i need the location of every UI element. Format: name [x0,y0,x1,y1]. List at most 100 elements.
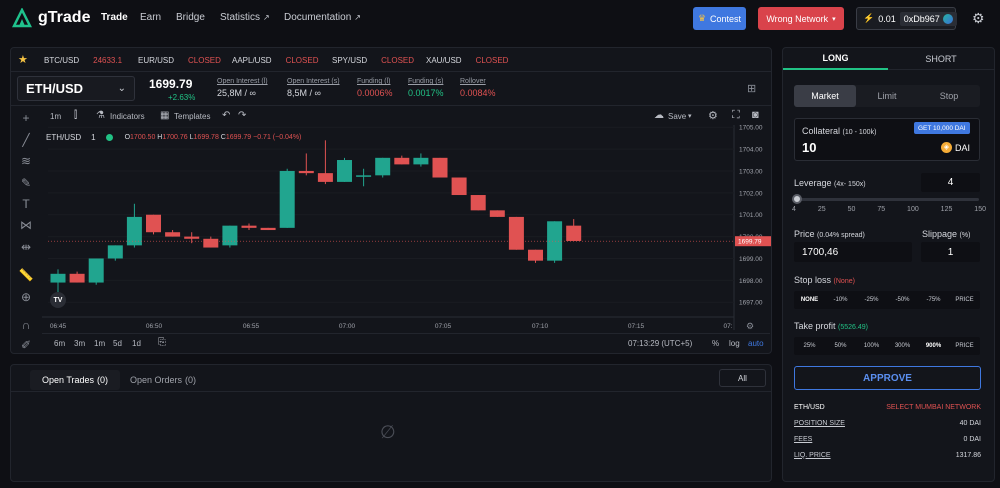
y-tick-label: 1703.00 [739,168,763,175]
tp-option-100[interactable]: 100% [863,343,880,349]
chart-legend: ETH/USD 1 O1700.50 H1700.76 L1699.78 C16… [46,133,301,142]
price-input[interactable]: 1700,46 [794,242,912,262]
trendline-icon[interactable]: ╱ [22,133,30,147]
range-1m[interactable]: 1m [94,339,106,348]
short-tab[interactable]: SHORT [888,48,994,70]
nav-earn[interactable]: Earn [140,12,161,23]
chevron-down-icon[interactable]: ▾ [688,113,692,120]
sl-option-10[interactable]: -10% [833,297,848,303]
slippage-input[interactable]: 1 [921,242,980,262]
get-dai-button[interactable]: GET 10,000 DAI [914,122,970,134]
favorite-star-icon[interactable]: ★ [18,54,28,66]
magnet-icon[interactable]: ∩ [21,318,31,332]
wallet-button[interactable]: ⚡ 0.01 0xDb967 [856,7,957,30]
long-tab[interactable]: LONG [783,48,888,70]
templates-icon[interactable]: ▦ [160,110,170,121]
candle-type-icon[interactable]: ⫿ [74,110,78,121]
tab-open-orders[interactable]: Open Orders (0) [130,375,196,385]
fib-icon[interactable]: ≋ [20,154,32,168]
order-type-stop[interactable]: Stop [918,85,980,107]
indicators-button[interactable]: Indicators [110,112,145,121]
stat-value: 0.0006% [357,88,393,98]
screenshot-icon[interactable]: ◙ [752,109,759,121]
legend-o: 1700.50 [130,134,156,141]
order-type-market[interactable]: Market [794,85,856,107]
slider-tick: 50 [847,206,856,213]
sl-option-75[interactable]: -75% [926,297,941,303]
order-type-limit[interactable]: Limit [856,85,918,107]
interval-button[interactable]: 1m [50,112,62,121]
measure-icon[interactable]: ⇹ [20,240,32,254]
tp-option-50[interactable]: 50% [834,343,847,349]
percent-toggle[interactable]: % [712,339,720,348]
log-toggle[interactable]: log [729,339,740,348]
chart-settings-icon[interactable]: ⚙ [708,110,718,122]
pair-selector[interactable]: ETH/USD ⌄ [17,76,135,101]
auto-toggle[interactable]: auto [748,339,764,348]
fullscreen-icon[interactable]: ⛶ [732,109,740,121]
tp-option-300[interactable]: 300% [894,343,911,349]
nav-documentation[interactable]: Documentation ↗ [284,12,361,23]
tp-option-900[interactable]: 900% [925,343,942,349]
sl-option-price[interactable]: PRICE [955,297,974,303]
ticker-item-spy[interactable]: SPY/USD CLOSED [332,56,414,65]
candle [260,227,276,231]
leverage-slider-track[interactable] [797,198,979,201]
candle [547,221,563,261]
range-1d[interactable]: 1d [132,339,141,348]
x-tick-label: 07:00 [339,323,356,330]
sl-option-50[interactable]: -50% [895,297,910,303]
ruler-icon[interactable]: 📏 [18,268,34,282]
date-range-icon[interactable]: ⎘ [158,337,166,348]
pattern-icon[interactable]: ⋈ [20,218,32,232]
save-button[interactable]: Save [668,112,687,121]
lock-icon[interactable]: ✐ [20,338,32,352]
collateral-input[interactable]: 10 [802,140,817,155]
ticker-item-eur[interactable]: EUR/USD CLOSED [138,56,221,65]
zoom-icon[interactable]: ⊕ [20,290,32,304]
indicators-icon[interactable]: ⚗ [96,110,105,121]
tradingview-logo-icon[interactable]: TV [50,292,66,308]
tab-open-trades[interactable]: Open Trades (0) [30,370,121,390]
text-tool-icon[interactable]: T [22,197,30,211]
filter-all-button[interactable]: All [719,369,766,387]
templates-button[interactable]: Templates [174,112,211,121]
wrong-network-button[interactable]: Wrong Network ▾ [758,7,844,30]
undo-icon[interactable]: ↶ [222,110,231,121]
grid-layout-icon[interactable]: ⊞ [747,83,757,95]
leverage-input[interactable]: 4 [921,173,980,192]
brand-logo[interactable]: gTrade [12,8,90,28]
cloud-icon[interactable]: ☁ [654,110,664,121]
brush-icon[interactable]: ✎ [20,176,32,190]
crosshair-icon[interactable]: + [22,111,30,125]
info-key: FEES [794,435,813,443]
sl-option-none[interactable]: NONE [800,297,819,303]
tp-option-price[interactable]: PRICE [955,343,974,349]
range-5d[interactable]: 5d [113,339,122,348]
tp-option-25[interactable]: 25% [803,343,816,349]
range-6m[interactable]: 6m [54,339,66,348]
nav-earn-label: Earn [140,12,162,23]
currency-select[interactable]: ◈ DAI [941,142,970,153]
candle [413,157,429,165]
nav-statistics[interactable]: Statistics ↗ [220,12,270,23]
nav-trade[interactable]: Trade [101,12,128,23]
market-change: +2.63% [168,93,196,102]
range-3m[interactable]: 3m [74,339,86,348]
nav-bridge[interactable]: Bridge [176,12,205,23]
ticker-item-btc[interactable]: BTC/USD 24633.1 [44,56,122,65]
redo-icon[interactable]: ↷ [238,110,247,121]
leverage-slider-thumb[interactable] [792,194,802,204]
contest-button[interactable]: ♛ Contest [693,7,746,30]
stat-funding-short: Funding (s) 0.0017% [408,78,444,98]
ticker-item-xau[interactable]: XAU/USD CLOSED [426,56,508,65]
ticker-item-aapl[interactable]: AAPL/USD CLOSED [232,56,318,65]
chart-clock[interactable]: 07:13:29 (UTC+5) [628,339,693,348]
leverage-value: 4 [947,177,954,188]
tab-open-orders-label: Open Orders [130,375,183,385]
select-network-link[interactable]: SELECT MUMBAI NETWORK [886,403,981,411]
price-chart[interactable]: 1705.00 1704.00 1703.00 1702.00 1701.00 1700.… [42,125,772,330]
approve-button[interactable]: APPROVE [794,366,981,390]
sl-option-25[interactable]: -25% [864,297,879,303]
settings-gear-icon[interactable]: ⚙ [972,10,985,26]
